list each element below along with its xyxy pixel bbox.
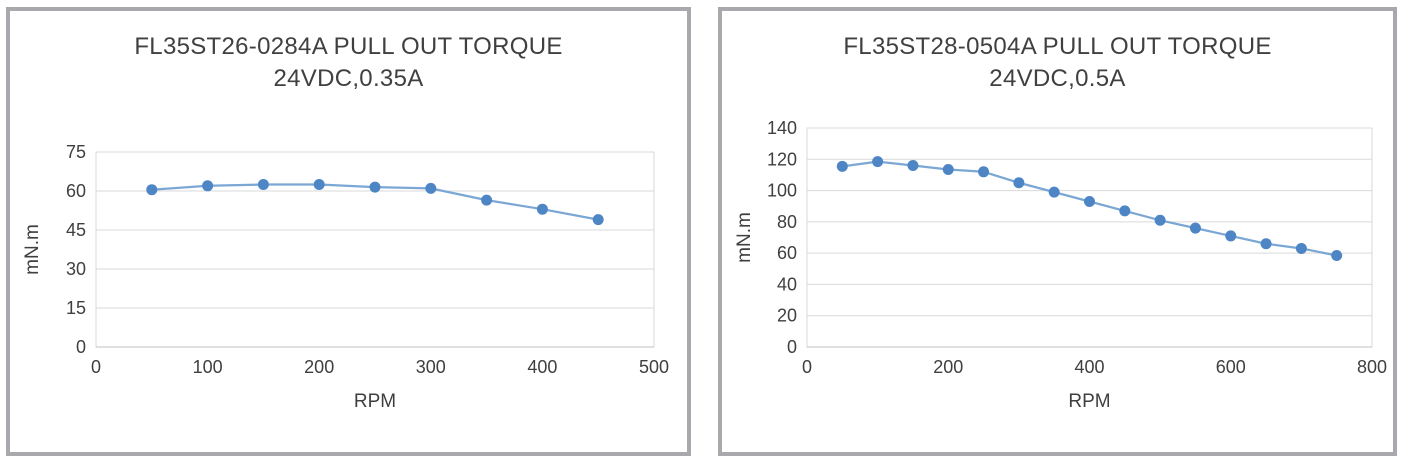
y-tick-label: 100 <box>767 181 797 201</box>
x-tick-label: 500 <box>639 357 669 377</box>
data-point <box>592 214 604 226</box>
x-tick-label: 800 <box>1357 357 1387 377</box>
x-tick-label: 600 <box>1216 357 1246 377</box>
x-tick-label: 400 <box>1074 357 1104 377</box>
plot-area-border <box>806 127 1373 348</box>
x-tick-label: 0 <box>802 357 812 377</box>
y-tick-label: 60 <box>777 243 797 263</box>
y-tick-label: 60 <box>66 181 86 201</box>
data-point <box>313 179 325 190</box>
x-axis-label: RPM <box>354 391 396 412</box>
y-tick-label: 140 <box>767 118 797 138</box>
y-tick-label: 15 <box>66 298 86 318</box>
data-point <box>1048 186 1060 198</box>
data-point <box>942 163 954 175</box>
data-point <box>146 184 158 196</box>
data-point <box>1225 230 1237 242</box>
y-tick-label: 120 <box>767 149 797 169</box>
chart-title-line2: 24VDC,0.5A <box>989 65 1126 92</box>
chart-title: FL35ST28-0504A PULL OUT TORQUE 24VDC,0.5… <box>722 31 1393 95</box>
y-tick-label: 0 <box>76 337 86 357</box>
x-tick-label: 200 <box>933 357 963 377</box>
y-tick-label: 20 <box>777 306 797 326</box>
y-tick-label: 40 <box>777 274 797 294</box>
data-point <box>481 194 493 206</box>
x-tick-label: 0 <box>91 357 101 377</box>
data-point <box>1260 238 1272 250</box>
plot-area-border <box>95 151 655 348</box>
data-point <box>836 160 848 172</box>
data-point <box>1119 205 1131 217</box>
data-point <box>1295 242 1307 254</box>
data-point <box>257 179 269 190</box>
data-point <box>978 166 990 178</box>
data-point <box>536 203 548 215</box>
chart-title: FL35ST26-0284A PULL OUT TORQUE 24VDC,0.3… <box>10 31 687 95</box>
torque-line-chart: 0 20 40 60 80 100 120 140 0 200 400 600 800 RPM mN.m <box>734 118 1387 412</box>
data-point <box>202 180 214 192</box>
chart-panel-fl35st28: FL35ST28-0504A PULL OUT TORQUE 24VDC,0.5… <box>718 7 1397 456</box>
x-tick-label: 400 <box>527 357 557 377</box>
data-point <box>872 156 884 168</box>
data-point <box>907 160 919 172</box>
x-axis-label: RPM <box>1068 391 1110 412</box>
data-point <box>1154 214 1166 226</box>
y-axis-label: mN.m <box>734 212 755 263</box>
y-tick-label: 0 <box>787 337 797 357</box>
data-point <box>425 182 437 194</box>
chart-panel-fl35st26: FL35ST26-0284A PULL OUT TORQUE 24VDC,0.3… <box>6 7 691 456</box>
chart-title-line1: FL35ST28-0504A PULL OUT TORQUE <box>843 33 1272 60</box>
y-tick-label: 80 <box>777 212 797 232</box>
data-point <box>1331 249 1343 261</box>
x-tick-label: 300 <box>416 357 446 377</box>
data-point <box>1013 177 1025 189</box>
data-point <box>1189 222 1201 234</box>
x-tick-label: 200 <box>304 357 334 377</box>
y-tick-label: 30 <box>66 259 86 279</box>
y-axis-label: mN.m <box>22 224 43 275</box>
x-tick-label: 100 <box>193 357 223 377</box>
data-point <box>369 181 381 193</box>
y-tick-label: 45 <box>66 220 86 240</box>
data-point <box>1084 196 1095 208</box>
chart-title-line2: 24VDC,0.35A <box>273 65 424 92</box>
torque-line-chart: 0 15 30 45 60 75 0 100 200 300 400 500 RPM mN.m <box>22 142 669 412</box>
y-tick-label: 75 <box>66 142 86 162</box>
chart-title-line1: FL35ST26-0284A PULL OUT TORQUE <box>134 33 563 60</box>
